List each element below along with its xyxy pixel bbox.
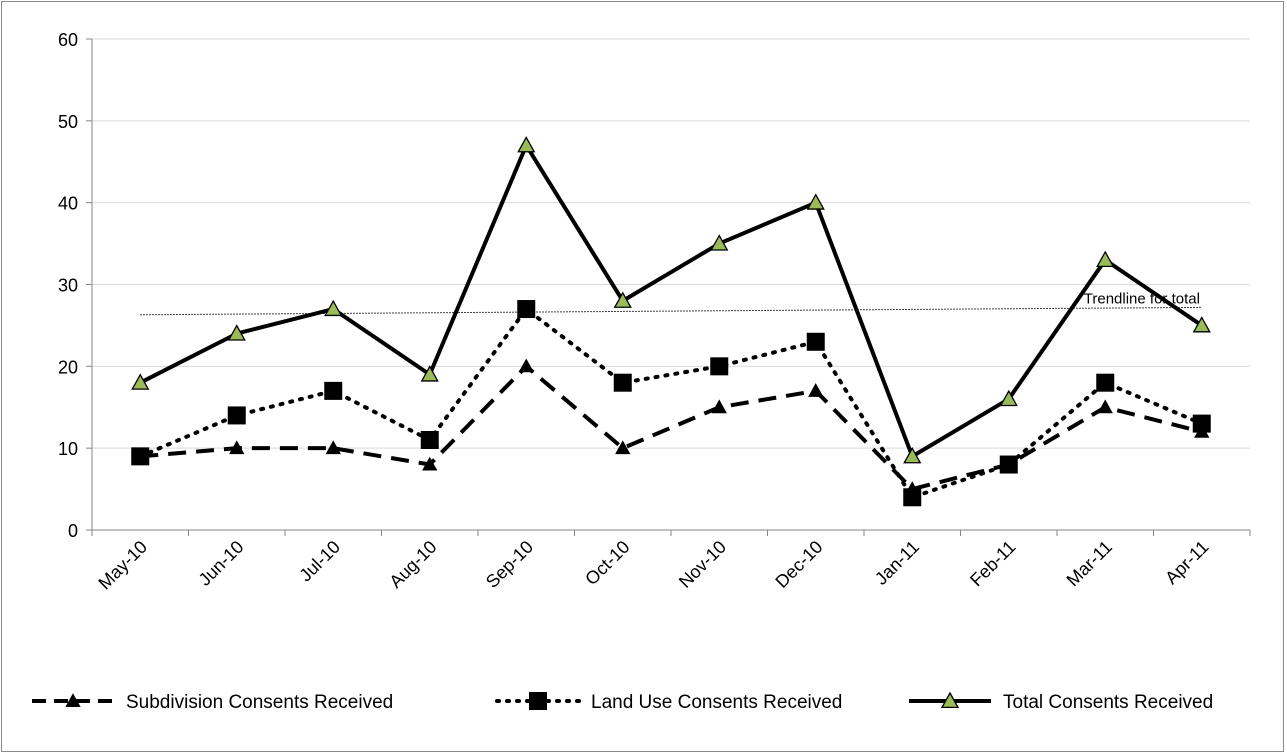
legend-marker-swatch (529, 692, 547, 710)
data-point-land-use-consents-received (420, 430, 439, 449)
series-line-subdivision-consents-received (140, 364, 1203, 492)
data-point-land-use-consents-received (903, 488, 922, 507)
legend-item-land-use-consents-received: Land Use Consents Received (495, 692, 842, 713)
data-point-land-use-consents-received (999, 455, 1018, 474)
series-markers (131, 136, 1211, 507)
data-point-total-consents-received (613, 291, 632, 308)
x-tick-label: Jan-11 (871, 537, 923, 589)
data-point-total-consents-received (999, 389, 1018, 407)
trendline: Trendline for total (140, 290, 1202, 316)
data-point-land-use-consents-received (1096, 373, 1115, 392)
data-point-subdivision-consents-received (325, 440, 341, 455)
trendline-label: Trendline for total (1084, 290, 1200, 307)
data-point-total-consents-received (517, 136, 536, 153)
y-tick-label: 0 (68, 521, 78, 541)
data-point-land-use-consents-received (613, 373, 632, 392)
y-tick-label: 30 (58, 276, 78, 296)
data-point-land-use-consents-received (710, 357, 729, 376)
legend: Subdivision Consents Received Land Use Co… (32, 691, 1213, 713)
legend-item-subdivision-consents-received: Subdivision Consents Received (32, 692, 393, 713)
y-axis-tick-labels: 0 10 20 30 40 50 60 (58, 30, 78, 541)
legend-marker-swatch (65, 693, 81, 707)
data-point-total-consents-received (806, 193, 825, 210)
legend-marker-swatch (940, 691, 960, 709)
data-point-land-use-consents-received (806, 332, 825, 351)
data-point-land-use-consents-received (227, 406, 246, 425)
data-point-total-consents-received (227, 324, 246, 341)
data-point-total-consents-received (131, 373, 150, 390)
x-tick-label: Jun-10 (195, 537, 248, 590)
data-point-land-use-consents-received (131, 447, 150, 466)
x-tick-label: Aug-10 (385, 537, 440, 592)
gridlines (92, 38, 1250, 449)
y-tick-label: 40 (58, 194, 78, 214)
data-point-total-consents-received (710, 234, 729, 251)
axes (86, 38, 1251, 536)
data-point-subdivision-consents-received (518, 358, 534, 373)
data-point-total-consents-received (1192, 316, 1211, 333)
data-point-land-use-consents-received (324, 381, 343, 400)
y-tick-label: 10 (58, 439, 78, 459)
x-tick-label: Jul-10 (295, 537, 344, 586)
y-tick-label: 20 (58, 357, 78, 377)
x-tick-label: Oct-10 (581, 537, 633, 589)
y-tick-label: 60 (58, 30, 78, 50)
x-tick-label: Nov-10 (675, 537, 730, 592)
data-point-total-consents-received (324, 299, 343, 317)
y-tick-label: 50 (58, 112, 78, 132)
x-tick-label: May-10 (94, 537, 151, 594)
series-line-land-use-consents-received (138, 307, 1204, 500)
data-point-subdivision-consents-received (422, 456, 438, 471)
data-point-subdivision-consents-received (1097, 399, 1113, 414)
data-point-land-use-consents-received (1192, 414, 1211, 433)
data-point-subdivision-consents-received (808, 383, 824, 397)
x-tick-label: Mar-11 (1063, 537, 1117, 591)
x-tick-label: Dec-10 (771, 537, 826, 592)
data-point-subdivision-consents-received (229, 440, 245, 455)
legend-label: Total Consents Received (1003, 692, 1213, 713)
data-point-total-consents-received (903, 447, 922, 464)
data-point-total-consents-received (1096, 250, 1115, 268)
x-tick-label: Feb-11 (966, 537, 1020, 591)
legend-label: Subdivision Consents Received (126, 692, 393, 713)
trendline-total (140, 306, 1202, 316)
data-point-subdivision-consents-received (711, 399, 727, 414)
data-point-total-consents-received (420, 365, 439, 382)
legend-item-total-consents-received: Total Consents Received (909, 691, 1213, 713)
x-axis-tick-labels: May-10 Jun-10 Jul-10 Aug-10 Sep-10 Oct-10 Nov-… (94, 537, 1212, 594)
legend-label: Land Use Consents Received (591, 692, 842, 713)
x-tick-label: Apr-11 (1161, 537, 1212, 588)
data-point-subdivision-consents-received (615, 440, 631, 455)
series-lines (138, 143, 1204, 500)
data-point-land-use-consents-received (517, 300, 536, 319)
series-line-total-consents-received (139, 143, 1203, 459)
x-tick-label: Sep-10 (482, 537, 537, 592)
